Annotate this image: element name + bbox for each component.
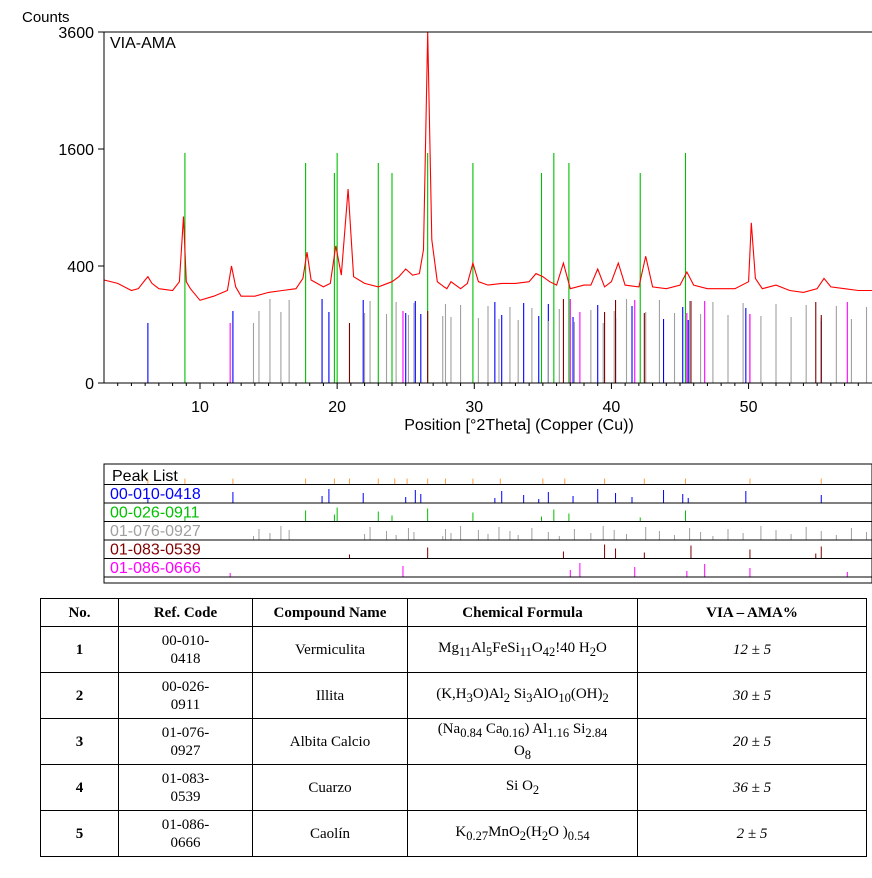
table-row: 5 01-086- 0666 Caolín K0.27MnO2(H2O )0.54…: [40, 810, 867, 857]
ref-code-line2: 0418: [170, 650, 201, 667]
table-row: 2 00-026- 0911 Illita (K,H3O)Al2 Si3AlO10…: [40, 672, 867, 719]
stick-row-label: 00-010-0418: [110, 486, 201, 503]
peak-list-label: Peak List: [112, 468, 178, 485]
row-number: 5: [40, 810, 119, 857]
compound-name: Illita: [252, 672, 408, 719]
ref-code-line1: 00-026-: [161, 678, 210, 695]
percent-value: 20 ± 5: [637, 718, 867, 765]
reference-lines: [147, 153, 868, 383]
ref-code-line1: 00-010-: [161, 632, 210, 649]
y-tick-label: 1600: [58, 142, 94, 159]
table-row: 1 00-010- 0418 Vermiculita Mg11Al5FeSi11O…: [40, 626, 867, 673]
ref-code-cell: 00-026- 0911: [118, 672, 253, 719]
header-compound-name: Compound Name: [252, 598, 408, 627]
ref-code-cell: 01-083- 0539: [118, 764, 253, 811]
stick-row-label: 01-086-0666: [110, 560, 201, 577]
row-number: 3: [40, 718, 119, 765]
x-ticks: 10 20 30 40 50: [117, 383, 859, 416]
main-plot: 0 400 1600 3600 10 20 30 40 50 Counts VIA-AMA P…: [22, 9, 872, 434]
ref-code-cell: 00-010- 0418: [118, 626, 253, 673]
xrd-chart: 0 400 1600 3600 10 20 30 40 50 Counts VIA-AMA P…: [22, 9, 872, 584]
chemical-formula: (K,H3O)Al2 Si3AlO10(OH)2: [407, 672, 638, 719]
ref-code-line2: 0927: [170, 742, 201, 759]
xrd-trace: [103, 31, 872, 301]
y-axis-title: Counts: [22, 9, 70, 26]
stick-row-label: 00-026-0911: [110, 505, 200, 522]
chemical-formula: (Na0.84 Ca0.16) Al1.16 Si2.84 O8: [407, 718, 638, 765]
ref-code-cell: 01-076- 0927: [118, 718, 253, 765]
ref-code-line1: 01-086-: [161, 816, 210, 833]
ref-code-line1: 01-083-: [161, 770, 210, 787]
ref-code-line2: 0666: [170, 834, 201, 851]
y-ticks: 0 400 1600 3600: [58, 25, 104, 393]
table-header-row: No. Ref. Code Compound Name Chemical For…: [40, 598, 867, 627]
header-ref-code: Ref. Code: [118, 598, 253, 627]
row-number: 2: [40, 672, 119, 719]
percent-value: 36 ± 5: [637, 764, 867, 811]
ref-code-line2: 0539: [170, 788, 201, 805]
stick-row-label: 01-083-0539: [110, 542, 201, 559]
x-tick-label: 30: [465, 399, 483, 416]
percent-value: 30 ± 5: [637, 672, 867, 719]
stick-panel-frame: [103, 463, 872, 584]
x-tick-label: 40: [603, 399, 621, 416]
y-tick-label: 400: [67, 259, 94, 276]
header-no: No.: [40, 598, 119, 627]
chemical-formula: K0.27MnO2(H2O )0.54: [407, 810, 638, 857]
compound-name: Cuarzo: [252, 764, 408, 811]
percent-value: 2 ± 5: [637, 810, 867, 857]
row-number: 4: [40, 764, 119, 811]
sample-label: VIA-AMA: [110, 35, 176, 52]
table-row: 3 01-076- 0927 Albita Calcio (Na0.84 Ca0.…: [40, 718, 867, 765]
x-tick-label: 50: [740, 399, 758, 416]
y-tick-label: 0: [85, 376, 94, 393]
ref-code-line1: 01-076-: [161, 724, 210, 741]
row-number: 1: [40, 626, 119, 673]
compound-name: Albita Calcio: [252, 718, 408, 765]
x-tick-label: 20: [328, 399, 346, 416]
compound-name: Caolín: [252, 810, 408, 857]
results-table: No. Ref. Code Compound Name Chemical For…: [40, 598, 867, 857]
ref-code-line2: 0911: [170, 696, 201, 713]
chemical-formula: Si O2: [407, 764, 638, 811]
x-tick-label: 10: [191, 399, 209, 416]
stick-row-label: 01-076-0927: [110, 523, 201, 540]
header-percent: VIA – AMA%: [637, 598, 867, 627]
ref-code-cell: 01-086- 0666: [118, 810, 253, 857]
chemical-formula: Mg11Al5FeSi11O42!40 H2O: [407, 626, 638, 673]
table-row: 4 01-083- 0539 Cuarzo Si O2 36 ± 5: [40, 764, 867, 811]
header-chemical-formula: Chemical Formula: [407, 598, 638, 627]
compound-name: Vermiculita: [252, 626, 408, 673]
percent-value: 12 ± 5: [637, 626, 867, 673]
x-axis-title: Position [°2Theta] (Copper (Cu)): [404, 417, 634, 434]
y-tick-label: 3600: [58, 25, 94, 42]
